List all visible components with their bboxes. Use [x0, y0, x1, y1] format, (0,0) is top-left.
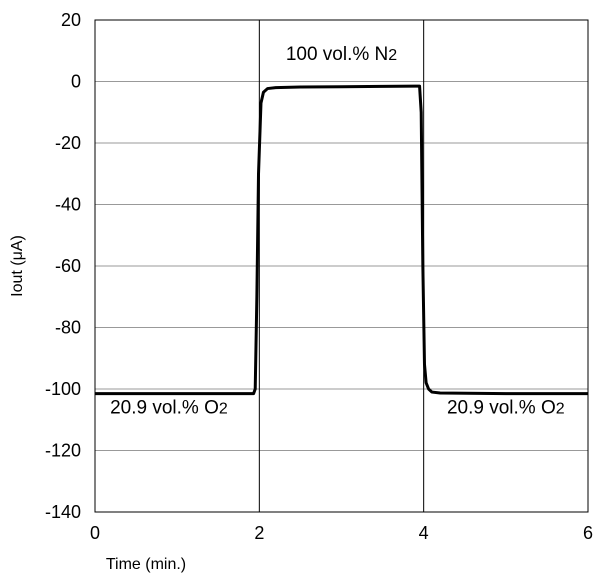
x-tick-label: 4 [419, 523, 429, 543]
plot-area-frame [94, 19, 589, 513]
series-layer [95, 84, 588, 396]
annotation-label: 100 vol.% N2 [286, 44, 397, 65]
x-axis-title: Time (min.) [106, 556, 186, 573]
y-axis-tick-labels: 20 0 -20 -40 -60 -80 -100 -120 -140 [45, 10, 81, 522]
y-tick-label: 20 [61, 10, 81, 30]
y-tick-label: -60 [55, 256, 81, 276]
annotation-label: 20.9 vol.% O2 [110, 398, 228, 419]
x-tick-label: 2 [254, 523, 264, 543]
x-tick-label: 0 [90, 523, 100, 543]
y-tick-label: -120 [45, 441, 81, 461]
annotations: 100 vol.% N2 20.9 vol.% O2 20.9 vol.% O2 [110, 44, 565, 419]
y-tick-label: -20 [55, 133, 81, 153]
series-line [95, 84, 588, 396]
y-tick-label: -80 [55, 318, 81, 338]
y-tick-label: -40 [55, 195, 81, 215]
y-tick-label: -140 [45, 502, 81, 522]
y-tick-label: 0 [71, 72, 81, 92]
x-tick-label: 6 [583, 523, 593, 543]
annotation-label: 20.9 vol.% O2 [447, 398, 565, 419]
x-axis-tick-labels: 0 2 4 6 [90, 523, 593, 543]
y-axis-title: Iout (μA) [9, 235, 26, 297]
grid [94, 19, 589, 513]
y-tick-label: -100 [45, 379, 81, 399]
